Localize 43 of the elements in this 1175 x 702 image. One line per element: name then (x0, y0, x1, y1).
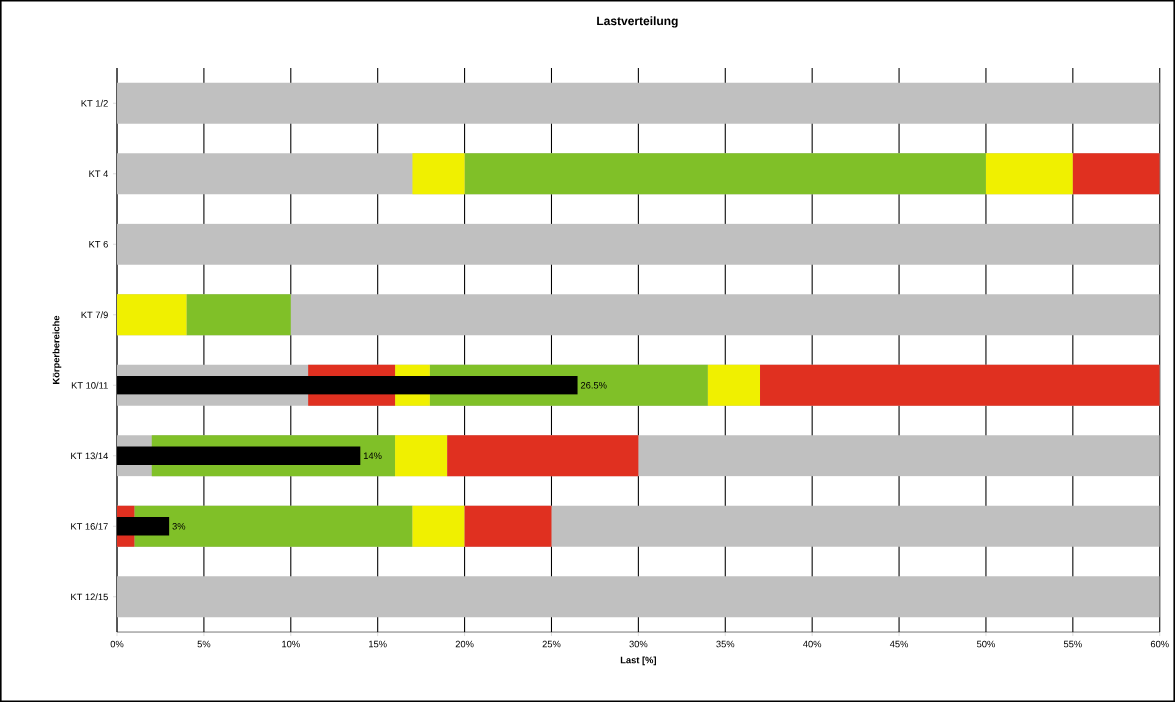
bar (464, 153, 986, 195)
y-tick-label: KT 10/11 (71, 381, 108, 389)
x-tick-label: 5% (197, 640, 211, 648)
bar (395, 435, 448, 477)
bar (1072, 153, 1160, 195)
y-tick-label: KT 7/9 (81, 311, 108, 319)
data-label: 3% (172, 522, 186, 530)
chart-title: Lastverteilung (597, 16, 678, 28)
bar (412, 505, 465, 547)
bar (117, 294, 187, 336)
x-tick-label: 35% (716, 640, 735, 648)
x-tick-label: 10% (282, 640, 300, 648)
bar (134, 505, 413, 547)
x-tick-label: 15% (369, 640, 387, 648)
y-tick-label: KT 6 (89, 240, 108, 248)
x-tick-label: 40% (803, 640, 822, 648)
y-tick-label: KT 13/14 (71, 452, 109, 460)
x-tick-label: 55% (1063, 640, 1082, 648)
bar (707, 364, 761, 406)
bar (117, 82, 1160, 124)
x-tick-label: 0% (110, 640, 124, 648)
data-label: 14% (363, 452, 382, 460)
y-axis-title: Körperbereiche (52, 315, 62, 384)
x-tick-label: 20% (455, 640, 474, 648)
y-tick-label: KT 12/15 (71, 593, 108, 601)
y-tick-label: KT 16/17 (71, 522, 108, 530)
bar (186, 294, 291, 336)
bar (117, 223, 1160, 265)
bar (447, 435, 639, 477)
bar (985, 153, 1073, 195)
data-label: 26.5% (580, 381, 607, 389)
x-axis-title: Last [%] (620, 656, 656, 666)
y-tick-label: KT 4 (89, 170, 109, 177)
bar (412, 153, 465, 195)
bar (464, 505, 552, 547)
x-tick-label: 60% (1150, 640, 1169, 648)
x-tick-label: 50% (976, 640, 995, 648)
x-tick-label: 25% (542, 640, 561, 648)
bar (760, 364, 1160, 406)
y-tick-label: KT 1/2 (81, 99, 108, 107)
x-tick-label: 45% (889, 640, 909, 648)
bar (117, 576, 1160, 618)
x-tick-label: 30% (629, 640, 648, 648)
